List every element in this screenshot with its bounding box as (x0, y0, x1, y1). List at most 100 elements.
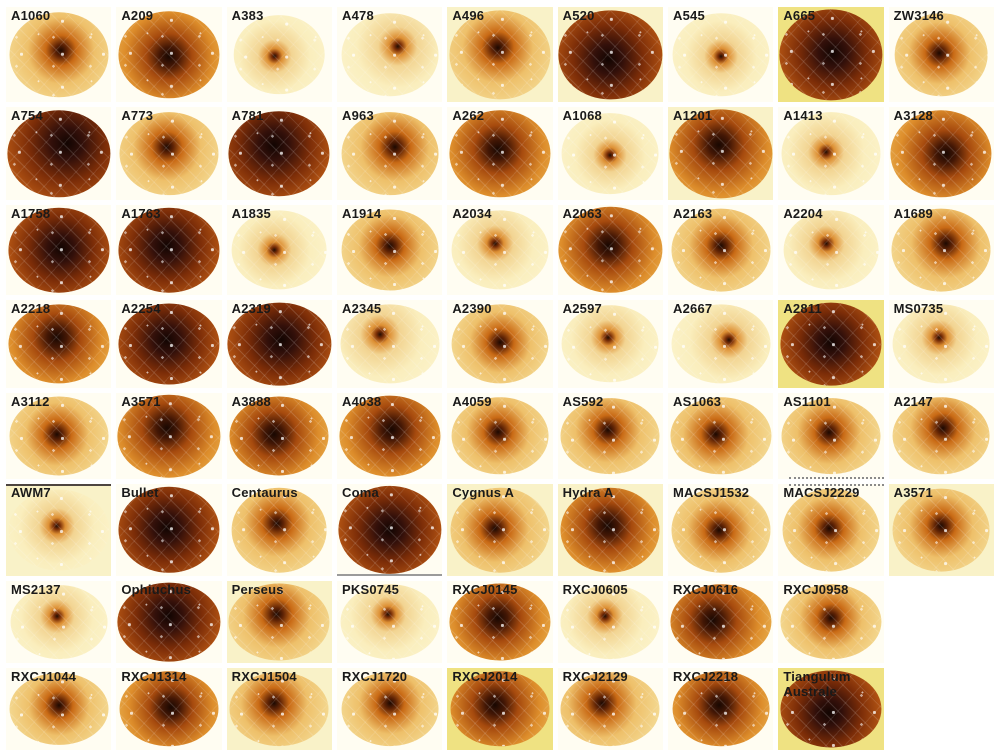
cluster-xray-image (780, 670, 882, 748)
cluster-tile: A4038 (337, 393, 443, 479)
grid-cell: ZW3146 (888, 7, 994, 102)
cluster-tile: Centaurus (226, 484, 332, 576)
cluster-xray-image (339, 395, 441, 477)
cluster-xray-image (450, 671, 550, 748)
cluster-label: RXCJ0145 (452, 582, 518, 597)
cluster-tile: A1060 (6, 7, 112, 102)
cluster-label: A2597 (562, 301, 602, 316)
cluster-tile: A2390 (447, 300, 553, 388)
cluster-xray-image (892, 397, 990, 476)
cluster-label: A2390 (452, 301, 492, 316)
cluster-label: A665 (783, 8, 816, 23)
cluster-xray-image (558, 9, 663, 100)
cluster-xray-image (892, 304, 990, 384)
cluster-label: MS2137 (11, 582, 61, 597)
cluster-xray-image (10, 585, 108, 659)
cluster-tile: A1914 (337, 205, 443, 295)
cluster-tile: RXCJ2218 (668, 668, 774, 750)
cluster-xray-image (780, 584, 882, 661)
scan-artifact-line (337, 574, 443, 576)
grid-cell: RXCJ0605 (557, 581, 663, 663)
grid-cell: MS2137 (6, 581, 112, 663)
grid-cell: A1758 (6, 205, 112, 295)
cluster-tile: A2597 (557, 300, 663, 388)
cluster-label: A383 (231, 8, 264, 23)
cluster-tile: Cygnus A (447, 484, 553, 576)
cluster-label: A773 (121, 108, 154, 123)
cluster-label: A3112 (11, 394, 50, 409)
cluster-tile: A963 (337, 107, 443, 200)
cluster-xray-image (783, 210, 879, 290)
cluster-xray-image (340, 304, 440, 384)
cluster-xray-image (670, 397, 772, 476)
cluster-xray-image (341, 111, 439, 196)
cluster-label: A262 (452, 108, 485, 123)
cluster-xray-image (672, 12, 770, 97)
grid-cell: MACSJ2229 (778, 484, 884, 576)
cluster-tile: A2811 (778, 300, 884, 388)
cluster-xray-image (231, 487, 327, 573)
cluster-label: Ophiuchus (121, 582, 192, 597)
cluster-label: A2319 (231, 301, 271, 316)
grid-cell: A773 (116, 107, 222, 200)
cluster-xray-image (781, 111, 881, 196)
cluster-xray-image (229, 396, 329, 476)
cluster-tile: PKS0745 (337, 581, 443, 663)
grid-cell: AS1063 (668, 393, 774, 479)
cluster-label: A1201 (673, 108, 713, 123)
grid-cell: A1914 (337, 205, 443, 295)
grid-cell: A665 (778, 7, 884, 102)
cluster-xray-image (781, 398, 881, 474)
cluster-label: AS1101 (783, 394, 831, 409)
grid-cell: Centaurus (226, 484, 332, 576)
cluster-label: A2254 (121, 301, 161, 316)
grid-cell: A754 (6, 107, 112, 200)
cluster-tile: RXCJ2014 (447, 668, 553, 750)
grid-cell: A520 (557, 7, 663, 102)
cluster-xray-image (119, 671, 219, 748)
cluster-tile: A2667 (668, 300, 774, 388)
cluster-xray-image (118, 486, 220, 574)
cluster-tile: Bullet (116, 484, 222, 576)
cluster-tile: MACSJ2229 (778, 484, 884, 576)
cluster-xray-image (228, 110, 331, 197)
cluster-tile: A773 (116, 107, 222, 200)
cluster-xray-image (671, 208, 771, 292)
cluster-xray-image (9, 396, 109, 476)
cluster-xray-image (780, 302, 882, 386)
cluster-tile: RXCJ1504 (226, 668, 332, 750)
grid-cell: Perseus (226, 581, 332, 663)
grid-cell: A3112 (6, 393, 112, 479)
cluster-tile: A1068 (557, 107, 663, 200)
cluster-xray-image (449, 9, 551, 100)
cluster-tile: RXCJ1044 (6, 668, 112, 750)
cluster-xray-image (451, 304, 549, 384)
grid-cell: Tiangulum Australe (778, 668, 884, 750)
cluster-label: Cygnus A (452, 485, 515, 500)
grid-cell: Coma (337, 484, 443, 576)
cluster-tile: AWM7 (6, 484, 112, 576)
cluster-xray-image (891, 208, 991, 292)
cluster-xray-image (234, 14, 325, 95)
grid-cell: A4059 (447, 393, 553, 479)
cluster-tile: MACSJ1532 (668, 484, 774, 576)
grid-cell: A2319 (226, 300, 332, 388)
grid-cell: A383 (226, 7, 332, 102)
cluster-tile: RXCJ0958 (778, 581, 884, 663)
cluster-xray-image (671, 487, 771, 573)
grid-cell: RXCJ2014 (447, 668, 553, 750)
cluster-label: A754 (11, 108, 43, 123)
cluster-tile: A754 (6, 107, 112, 200)
grid-cell (889, 581, 994, 663)
cluster-xray-image (669, 108, 773, 199)
cluster-label: A3128 (893, 108, 933, 123)
grid-cell: Bullet (116, 484, 222, 576)
cluster-xray-image (118, 207, 220, 293)
grid-cell: RXCJ0616 (668, 581, 774, 663)
grid-cell: A3571 (888, 484, 994, 576)
cluster-tile: A2163 (668, 205, 774, 295)
cluster-tile: AS1101 (778, 393, 884, 479)
cluster-label: A2034 (452, 206, 492, 221)
cluster-xray-image (341, 12, 439, 97)
